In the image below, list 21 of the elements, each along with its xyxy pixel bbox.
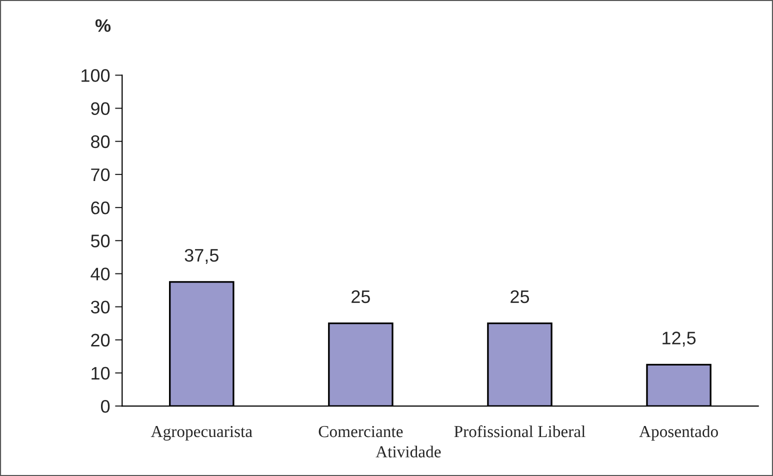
data-label: 25	[352, 290, 370, 304]
y-tick-label: 30	[90, 300, 110, 314]
y-tick-label: 0	[100, 400, 110, 413]
y-tick-label: 80	[91, 135, 110, 148]
x-tick-label: Profissional Liberal	[454, 425, 586, 438]
data-label: 37,5	[184, 248, 218, 264]
x-axis-title: Atividade	[376, 446, 441, 458]
y-tick-label: 70	[91, 168, 110, 182]
x-tick-label: Agropecuarista	[150, 426, 252, 441]
x-tick-label: Comerciante	[318, 426, 403, 438]
x-tick-label: Aposentado	[639, 425, 718, 441]
y-tick-label: 50	[90, 234, 110, 248]
y-tick-label: 20	[91, 334, 110, 347]
y-tick-label: 10	[92, 366, 110, 380]
y-axis-title: %	[95, 19, 111, 32]
y-tick-label: 60	[91, 201, 110, 214]
data-label: 12,5	[662, 332, 696, 347]
y-tick-label: 90	[91, 102, 110, 116]
y-tick-label: 40	[90, 268, 110, 280]
data-label: 25	[510, 290, 530, 304]
y-tick-label: 100	[82, 69, 110, 82]
